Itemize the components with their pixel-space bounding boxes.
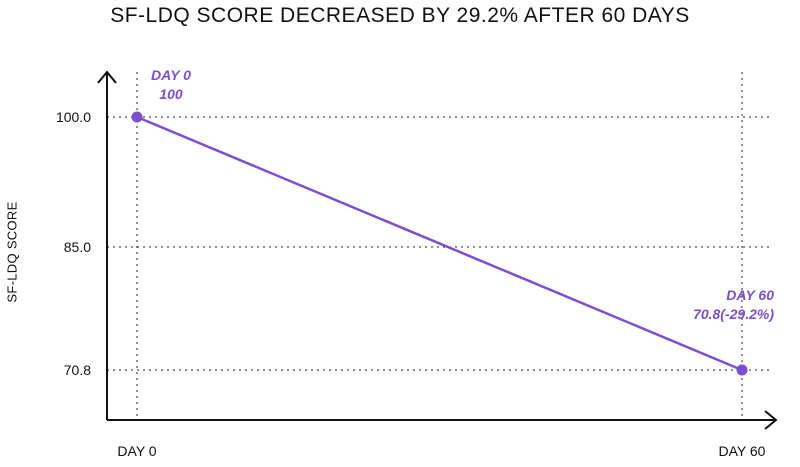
annotation-label: 100 [159,86,183,102]
series-line [136,115,743,372]
axes [97,70,778,430]
annotation-label: 70.8(-29.2%) [693,306,774,322]
series-group [131,111,748,376]
x-axis-arrow [764,410,778,430]
data-point [736,364,748,376]
y-tick-label: 100.0 [56,109,91,125]
annotations: DAY 0 100 DAY 60 70.8(-29.2%) [151,67,774,322]
chart-title: SF-LDQ SCORE DECREASED BY 29.2% AFTER 60… [110,4,690,27]
annotation-label: DAY 0 [151,67,191,83]
grid-lines [107,72,772,420]
y-tick-label: 70.8 [64,362,91,378]
annotation-label: DAY 60 [726,287,774,303]
x-tick-label: DAY 60 [719,443,766,459]
x-tick-labels: DAY 0 DAY 60 [117,443,765,459]
data-point [131,111,143,123]
y-axis-arrow [97,70,117,84]
y-tick-labels: 100.0 85.0 70.8 [56,109,91,378]
y-tick-label: 85.0 [64,239,91,255]
x-tick-label: DAY 0 [117,443,156,459]
